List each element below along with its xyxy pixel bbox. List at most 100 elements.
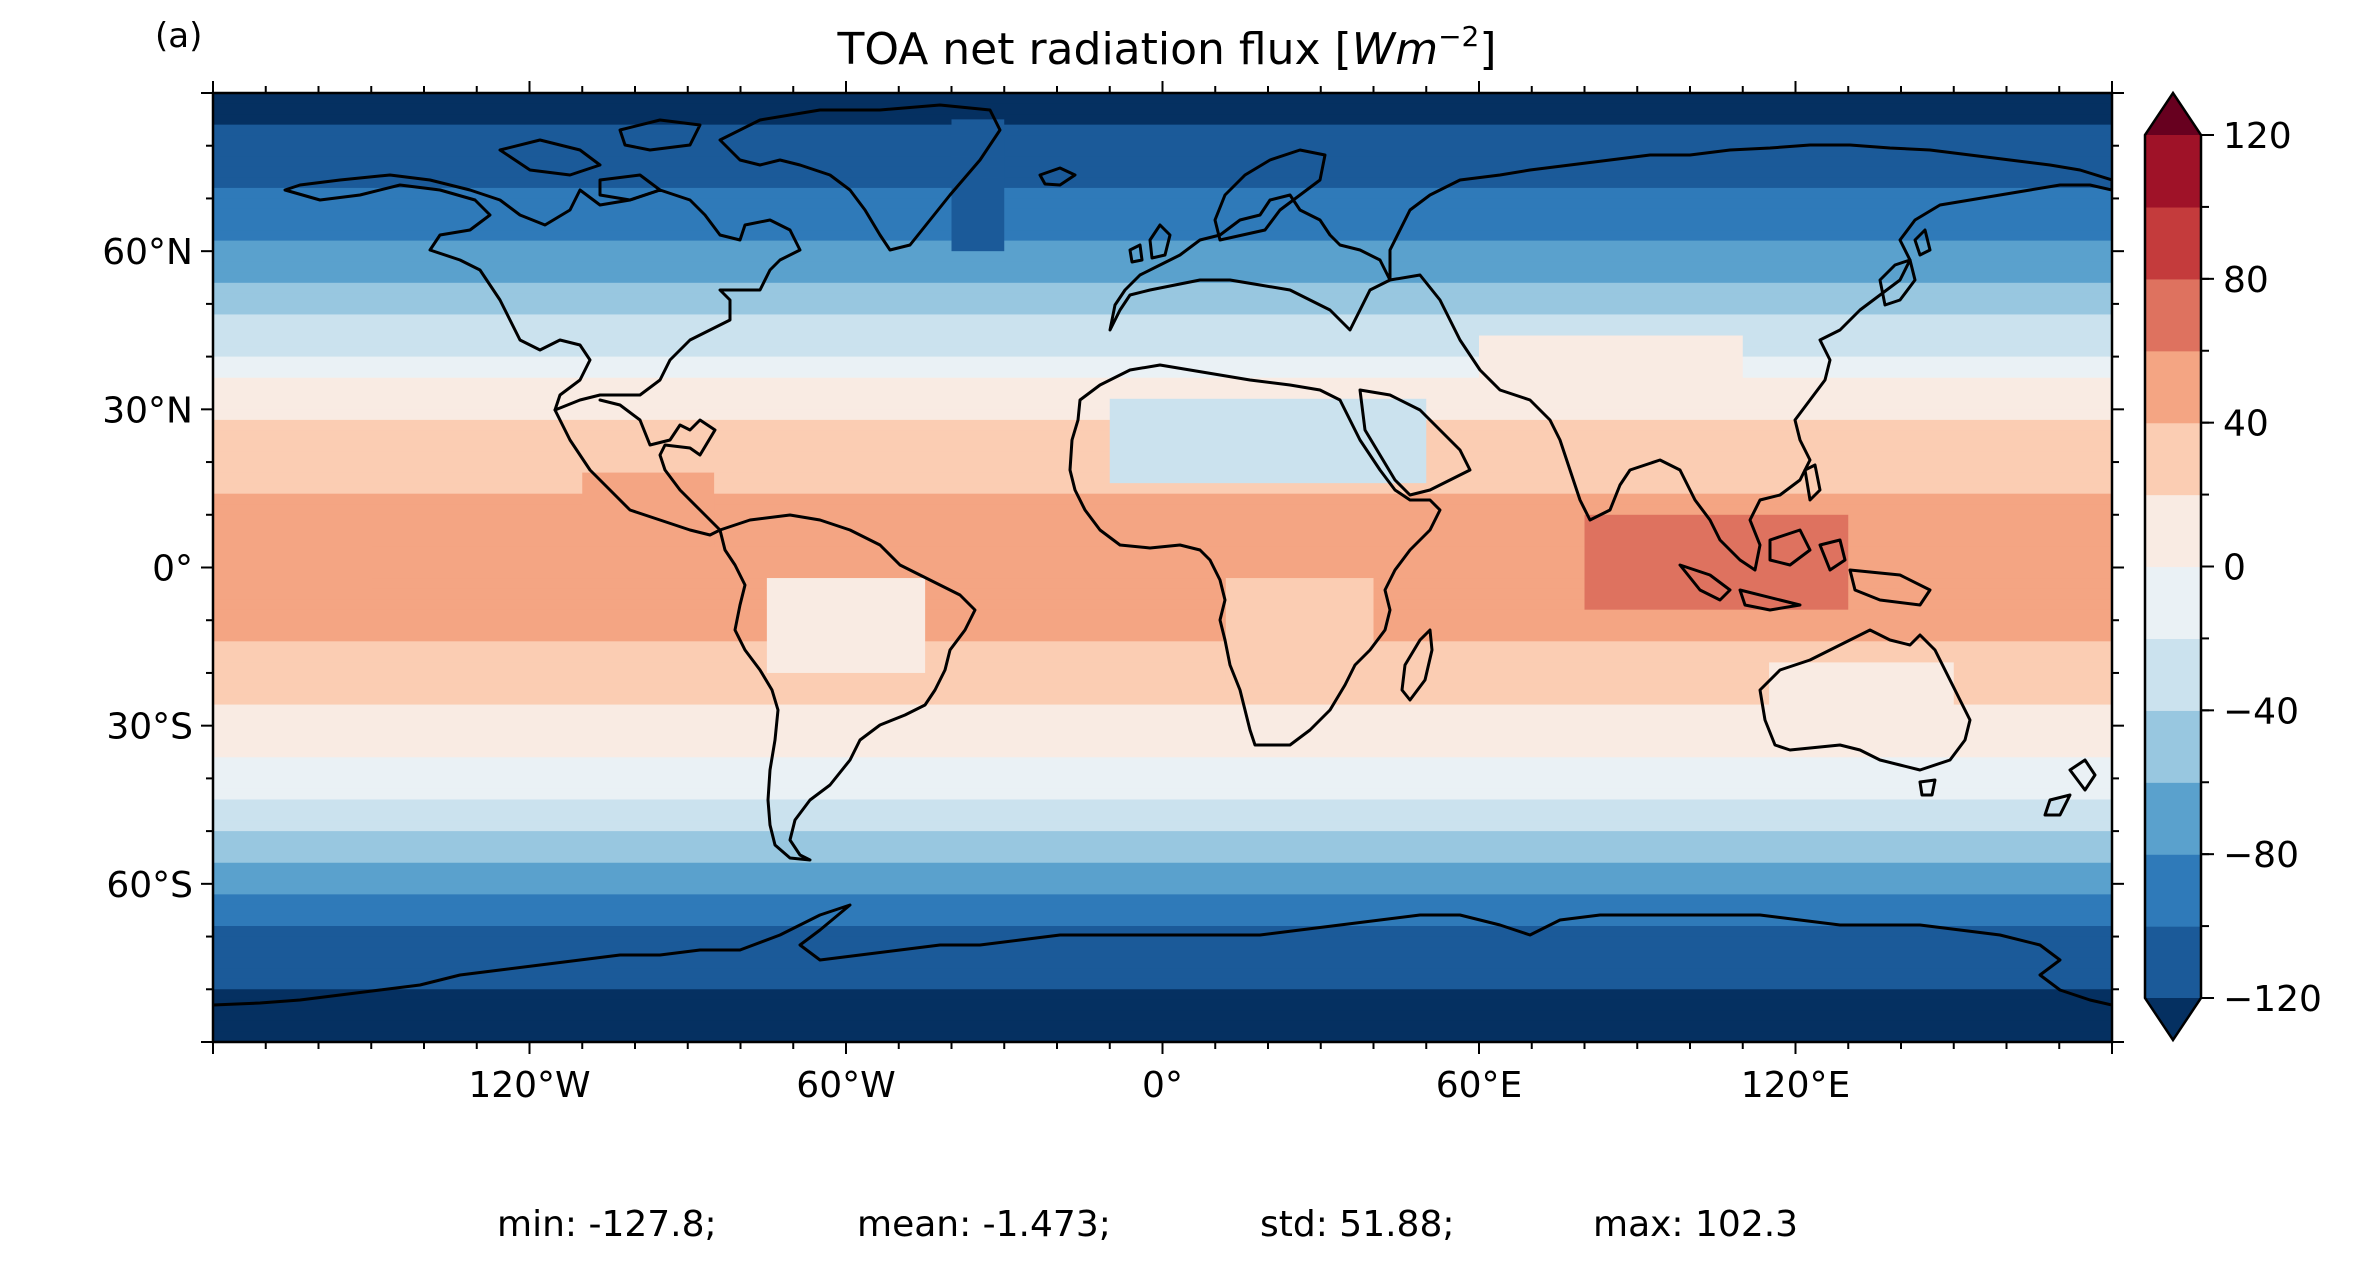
field-band [213,303,2112,316]
title-unit-base: Wm [1352,24,1438,75]
field-band [213,114,2112,126]
field-band [213,968,2112,980]
coast-arctic-islands [498,118,702,202]
field-band [213,514,2112,526]
field-band [213,356,2112,368]
field-band [213,609,2112,621]
colorbar-bin [2145,278,2201,352]
stat-mean: mean: -1.473; [857,1204,1111,1245]
field-band [213,799,2112,811]
title-main: TOA net radiation flux [ [836,24,1351,75]
field-band [213,725,2112,737]
lat-tick-label: 60°N [102,232,193,273]
coastlines [213,103,2112,1007]
coast-new-zealand [2043,758,2097,817]
field-band [213,346,2112,358]
field-band [213,314,2112,326]
colorbar-bin [2145,710,2201,783]
field-band [213,778,2112,790]
stat-max: max: 102.3 [1593,1204,1798,1245]
field-band [213,873,2112,885]
field-patch [1479,335,1743,410]
colorbar-bin [2145,135,2201,208]
field-band [213,736,2112,748]
colorbar-tick-label: 120 [2223,116,2292,157]
title-close: ] [1479,24,1496,75]
lon-tick-label: 0° [1142,1065,1183,1106]
coast-madagascar [1400,628,1434,702]
lat-tick-label: 0° [152,549,193,590]
field-band [213,1010,2112,1022]
field-band [213,324,2112,337]
coast-tasmania [1918,778,1937,797]
lon-tick-label: 60°E [1436,1065,1523,1106]
field-band [213,546,2112,558]
map-ticks: 120°W 60°W 0° 60°E 120°E 60°N 30°N 0° 30°S 60°S [102,81,2124,1106]
colorbar-extend-max [2145,93,2201,135]
field-band [213,578,2112,590]
field-band [213,999,2112,1011]
field-band [213,630,2112,642]
field-band [213,493,2112,505]
colorbar-bin [2145,926,2201,999]
coast-australia [1758,628,1972,772]
field-band [213,177,2112,189]
title-unit-exp: −2 [1438,20,1479,53]
coast-africa [1068,363,1442,747]
field-band [213,230,2112,242]
lon-tick-label: 120°W [468,1065,590,1106]
coast-south-america [718,513,977,862]
map-panel: 120°W 60°W 0° 60°E 120°E 60°N 30°N 0° 30°S 60°S [102,81,2124,1106]
colorbar-bin [2145,854,2201,927]
field-band [213,852,2112,864]
field-band [213,103,2112,115]
coast-british-isles [1128,223,1172,264]
field-band [213,620,2112,632]
colorbar: 120 80 40 0 −40 −80 −120 [2143,90,2322,1043]
colorbar-tick-label: −80 [2223,835,2299,876]
field-band [213,1031,2112,1042]
colorbar-tick-label: 40 [2223,404,2269,445]
field-band [213,240,2112,252]
field-patch [1769,662,1954,737]
colorbar-tick-label: 0 [2223,548,2246,589]
field-band [213,208,2112,221]
colorbar-bin [2145,566,2201,640]
colorbar-tick-label: −40 [2223,691,2299,732]
field-band [213,715,2112,727]
field-band [213,957,2112,969]
field-band [213,662,2112,674]
field-band [213,862,2112,874]
field-band [213,388,2112,400]
colorbar-tick-label: 80 [2223,260,2269,301]
field-band [213,588,2112,600]
stat-std: std: 51.88; [1260,1204,1454,1245]
field-band [213,367,2112,379]
field-band [213,567,2112,579]
field-band [213,841,2112,853]
colorbar-bin [2145,422,2201,496]
field-patch [1225,578,1374,684]
coast-iceland [1038,166,1077,187]
coast-indonesia [1678,463,1932,612]
field-band [213,894,2112,906]
lat-tick-label: 30°S [106,707,193,748]
colorbar-bin [2145,350,2201,424]
field-band [213,166,2112,178]
colorbar-tick-label: −120 [2223,979,2322,1020]
field-band [213,651,2112,663]
field-patch [766,578,926,673]
field-band [213,757,2112,769]
field-band [213,672,2112,685]
lon-tick-label: 120°E [1741,1065,1850,1106]
field-patch [1584,514,1849,610]
lat-tick-label: 30°N [102,390,193,431]
field-band [213,788,2112,801]
field-band [213,93,2112,105]
field-band [213,219,2112,231]
coast-antarctica [213,903,2112,1007]
coast-central-america [553,398,722,537]
field-band [213,820,2112,832]
coast-japan [1878,228,1932,307]
field-band [213,525,2112,537]
